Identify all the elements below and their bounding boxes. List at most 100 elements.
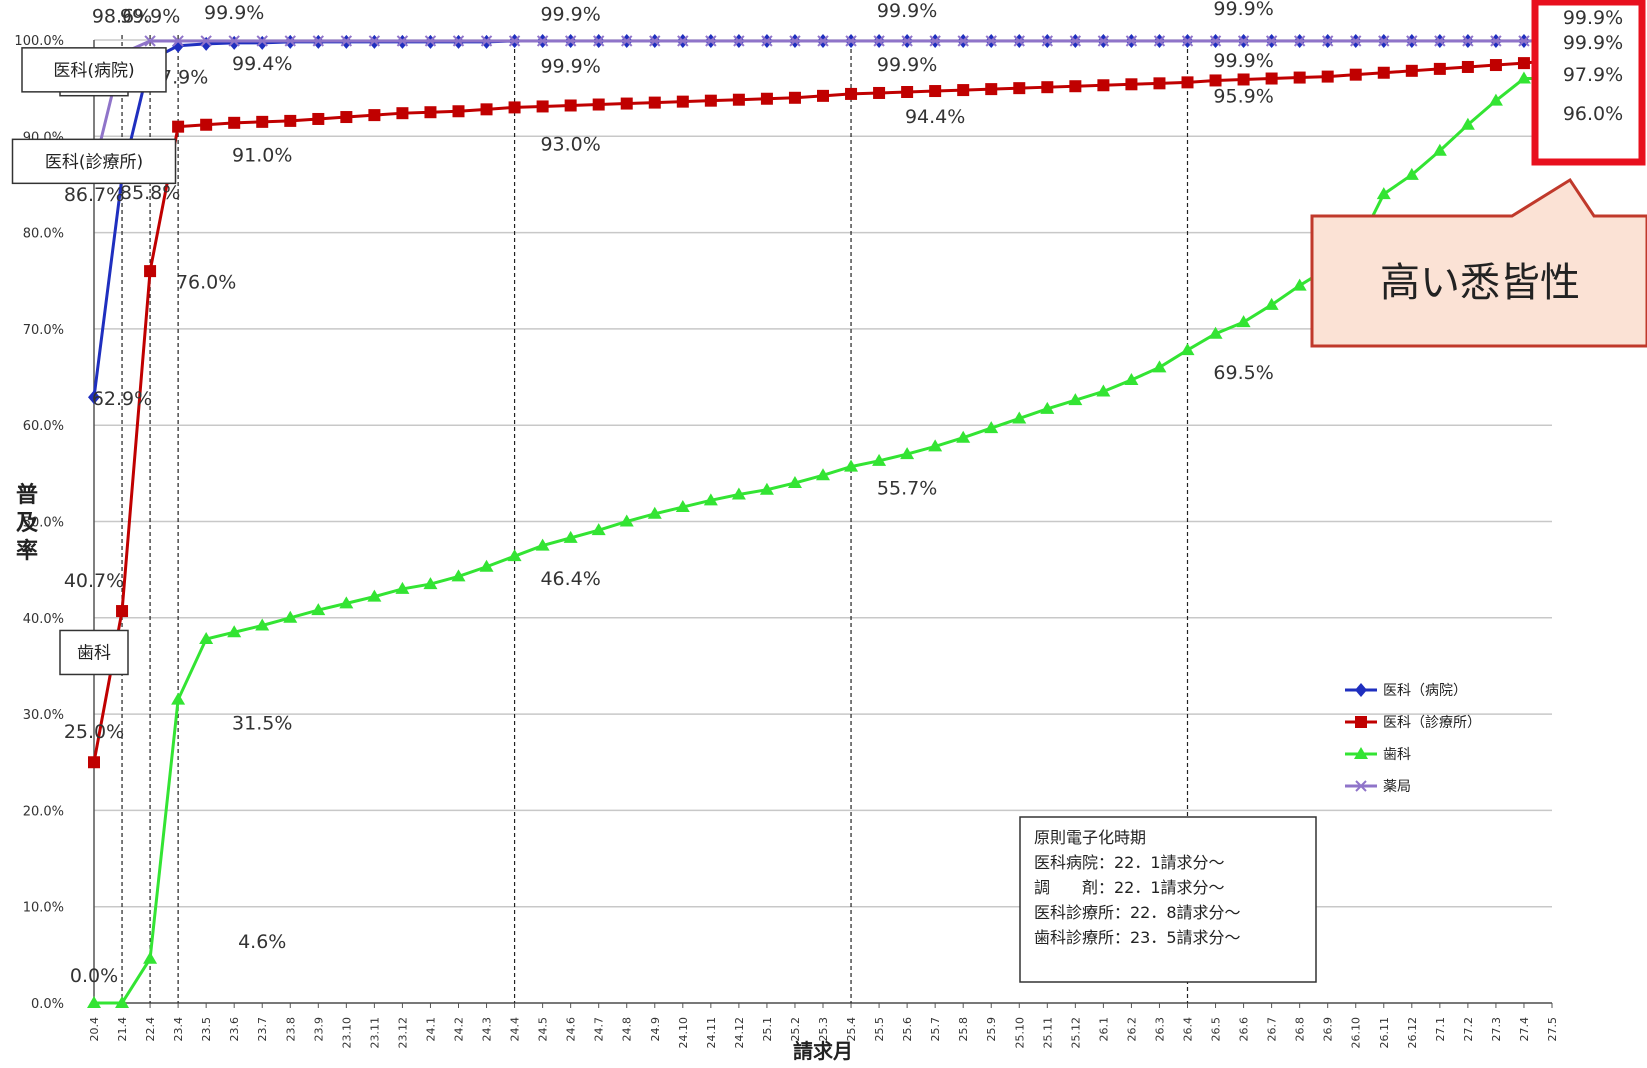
x-tick-label: 23.7: [256, 1017, 269, 1042]
x-tick-label: 24.9: [649, 1017, 662, 1042]
data-point: [368, 35, 381, 47]
data-point: [1209, 74, 1222, 87]
data-point: [1125, 78, 1138, 91]
x-tick-label: 25.7: [929, 1017, 942, 1042]
data-point: [227, 625, 242, 638]
data-point: [1292, 278, 1307, 291]
data-point: [1040, 401, 1055, 414]
x-tick-label: 23.5: [200, 1017, 213, 1042]
x-tick-label: 26.12: [1406, 1017, 1419, 1049]
data-point: [340, 111, 353, 124]
data-point: [676, 95, 689, 108]
data-point: [144, 35, 156, 47]
y-axis-label-char: 普: [16, 482, 38, 508]
data-point: [985, 35, 997, 47]
x-tick-label: 27.3: [1490, 1017, 1503, 1042]
data-label: 99.9%: [540, 56, 600, 78]
data-point: [480, 103, 493, 116]
data-label: 0.0%: [70, 965, 118, 987]
y-axis-label-char: 率: [16, 538, 38, 564]
data-point: [1321, 35, 1334, 47]
data-point: [451, 569, 466, 582]
data-point: [1265, 72, 1278, 85]
data-point: [115, 996, 130, 1008]
data-point: [424, 35, 437, 47]
series-box: 歯科: [59, 629, 129, 676]
data-point: [1405, 64, 1418, 77]
data-point: [172, 35, 184, 47]
data-label: 4.6%: [238, 931, 286, 953]
data-point: [256, 35, 268, 47]
data-point: [789, 35, 801, 47]
data-point: [256, 35, 269, 50]
data-point: [479, 559, 494, 572]
data-point: [1377, 66, 1390, 79]
series-box: 医科(診療所): [11, 138, 177, 185]
data-label: 46.4%: [540, 568, 600, 590]
x-tick-label: 26.1: [1097, 1017, 1110, 1042]
data-point: [619, 514, 634, 527]
data-label: 62.9%: [92, 388, 152, 410]
end-values-frame: [1531, 0, 1646, 166]
data-point: [901, 86, 914, 99]
x-tick-label: 25.3: [817, 1017, 830, 1042]
data-point: [957, 35, 969, 47]
data-point: [535, 538, 550, 551]
data-point: [648, 96, 661, 109]
data-point: [1181, 76, 1194, 89]
data-point: [1124, 372, 1139, 385]
data-point: [1490, 35, 1502, 47]
data-point: [1434, 35, 1446, 47]
data-point: [647, 506, 662, 519]
y-tick-label: 50.0%: [23, 516, 64, 531]
x-tick-label: 25.5: [873, 1017, 886, 1042]
legend-label: 薬局: [1383, 779, 1411, 795]
end-value-label: 99.9%: [1563, 32, 1623, 54]
data-point: [452, 105, 465, 118]
data-point: [1488, 93, 1503, 106]
legend-entry: 薬局: [1345, 779, 1411, 795]
data-point: [649, 35, 661, 47]
data-label: 91.0%: [232, 144, 292, 166]
y-tick-label: 70.0%: [23, 323, 64, 338]
data-point: [1068, 393, 1083, 406]
x-tick-label: 27.2: [1462, 1017, 1475, 1042]
data-point: [1518, 35, 1530, 47]
x-tick-label: 25.12: [1069, 1017, 1082, 1049]
x-tick-label: 22.4: [144, 1017, 157, 1042]
data-point: [1152, 360, 1167, 373]
data-point: [817, 89, 829, 102]
x-tick-label: 25.10: [1013, 1017, 1026, 1048]
data-label: 98.6%: [92, 6, 152, 28]
data-point: [1041, 81, 1054, 94]
data-point: [396, 35, 409, 47]
series-box-label: 歯科: [77, 643, 111, 663]
data-point: [761, 35, 773, 47]
data-point: [675, 500, 690, 513]
data-point: [1096, 384, 1111, 397]
data-point: [845, 87, 858, 100]
data-point: [1236, 315, 1251, 328]
data-point: [1237, 35, 1250, 47]
data-point: [1461, 60, 1474, 73]
data-point: [1355, 683, 1367, 697]
legend-entry: 医科（病院）: [1345, 683, 1467, 699]
data-point: [1378, 35, 1390, 47]
data-label: 94.4%: [905, 106, 965, 128]
note-title: 原則電子化時期: [1034, 828, 1146, 847]
data-point: [1350, 35, 1362, 47]
data-point: [1208, 326, 1223, 339]
data-point: [340, 35, 353, 47]
x-tick-label: 26.2: [1125, 1017, 1138, 1042]
data-point: [984, 421, 999, 434]
data-point: [312, 35, 325, 47]
data-point: [1349, 68, 1362, 81]
data-point: [873, 86, 886, 99]
data-point: [367, 589, 382, 602]
data-label: 25.0%: [64, 721, 124, 743]
x-tick-label: 23.12: [396, 1017, 409, 1049]
x-tick-label: 24.5: [537, 1017, 550, 1042]
data-point: [928, 439, 943, 452]
data-point: [1433, 62, 1446, 75]
data-point: [1153, 77, 1166, 90]
